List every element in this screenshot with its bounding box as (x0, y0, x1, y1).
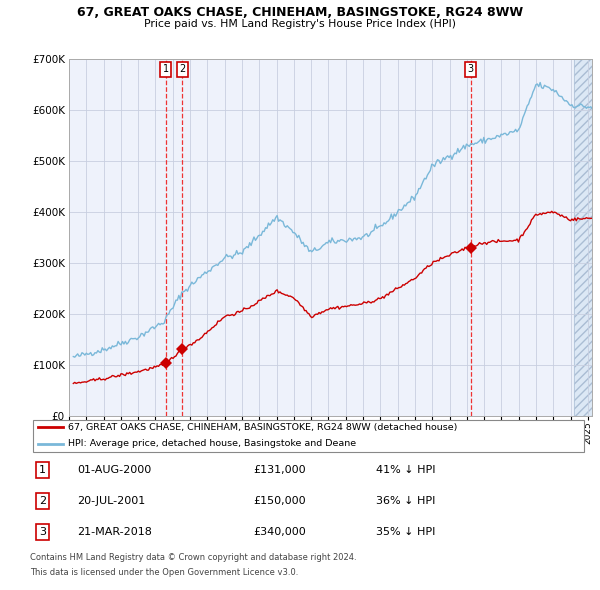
Text: 1: 1 (163, 64, 169, 74)
Text: 01-AUG-2000: 01-AUG-2000 (77, 465, 152, 475)
Text: 35% ↓ HPI: 35% ↓ HPI (376, 527, 436, 537)
FancyBboxPatch shape (33, 420, 584, 452)
Text: 41% ↓ HPI: 41% ↓ HPI (376, 465, 436, 475)
Bar (574, 59, 600, 416)
Text: Price paid vs. HM Land Registry's House Price Index (HPI): Price paid vs. HM Land Registry's House … (144, 19, 456, 29)
Text: HPI: Average price, detached house, Basingstoke and Deane: HPI: Average price, detached house, Basi… (68, 440, 356, 448)
Text: 3: 3 (39, 527, 46, 537)
Text: This data is licensed under the Open Government Licence v3.0.: This data is licensed under the Open Gov… (30, 568, 298, 576)
Text: £340,000: £340,000 (253, 527, 306, 537)
Text: 3: 3 (467, 64, 473, 74)
Text: 67, GREAT OAKS CHASE, CHINEHAM, BASINGSTOKE, RG24 8WW (detached house): 67, GREAT OAKS CHASE, CHINEHAM, BASINGST… (68, 422, 457, 432)
Text: Contains HM Land Registry data © Crown copyright and database right 2024.: Contains HM Land Registry data © Crown c… (30, 553, 356, 562)
Text: 67, GREAT OAKS CHASE, CHINEHAM, BASINGSTOKE, RG24 8WW: 67, GREAT OAKS CHASE, CHINEHAM, BASINGST… (77, 6, 523, 19)
Text: 1: 1 (39, 465, 46, 475)
Text: 36% ↓ HPI: 36% ↓ HPI (376, 496, 436, 506)
Text: £150,000: £150,000 (253, 496, 306, 506)
Bar (574, 59, 600, 416)
Text: 20-JUL-2001: 20-JUL-2001 (77, 496, 146, 506)
Text: 2: 2 (179, 64, 185, 74)
Text: £131,000: £131,000 (253, 465, 306, 475)
Text: 21-MAR-2018: 21-MAR-2018 (77, 527, 152, 537)
Text: 2: 2 (39, 496, 46, 506)
